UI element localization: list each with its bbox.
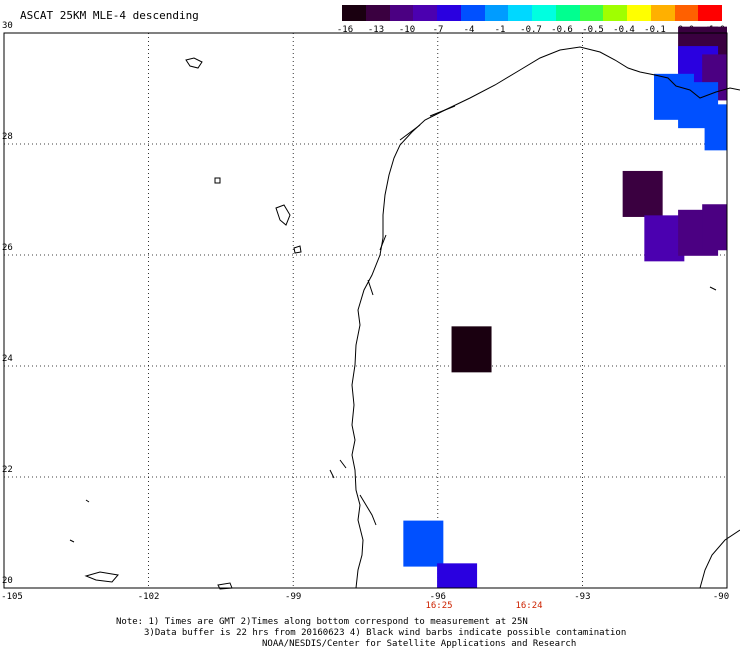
latitude-label: 26 [2, 243, 13, 253]
reef-marks [69, 286, 717, 543]
wind-data-cell [622, 170, 663, 217]
colorbar-tick-label: -0.7 [520, 25, 542, 35]
latitude-label: 24 [2, 354, 13, 364]
colorbar-tick-label: -13 [367, 25, 385, 35]
colorbar-tick-label: -0.4 [613, 25, 635, 35]
plot-frame [3, 32, 728, 589]
wind-data-cell [403, 520, 444, 567]
colorbar-swatch [389, 5, 414, 21]
longitude-label: -93 [574, 592, 591, 602]
texas-gulf-coastline [351, 46, 740, 589]
colorbar-swatch [508, 5, 532, 21]
wind-data-cell [704, 104, 727, 151]
colorbar-tick-label: -0.1 [644, 25, 666, 35]
note-line-3: NOAA/NESDIS/Center for Satellite Applica… [262, 639, 577, 649]
coastline [69, 46, 740, 590]
colorbar-swatch [579, 5, 604, 21]
colorbar-swatch [342, 5, 366, 21]
longitude-label: -96 [429, 592, 446, 602]
colorbar-swatch [532, 5, 556, 21]
longitude-label: -99 [285, 592, 302, 602]
colorbar [342, 5, 722, 21]
colorbar-swatch [603, 5, 627, 21]
colorbar-swatch [437, 5, 461, 21]
colorbar-swatch [555, 5, 580, 21]
longitude-label: -90 [712, 592, 730, 602]
colorbar-tick-label: -1 [494, 25, 506, 35]
longitude-label: -102 [137, 592, 160, 602]
longitude-label: -105 [1, 592, 23, 602]
lake-3 [84, 571, 119, 583]
colorbar-tick-label: -10 [398, 25, 416, 35]
colorbar-swatch [674, 5, 699, 21]
lake-2 [275, 204, 291, 226]
colorbar-swatch [365, 5, 390, 21]
wind-data-cell [702, 204, 727, 251]
latitude-label: 22 [2, 465, 13, 475]
lake-5 [293, 245, 302, 254]
yucatan-coastline [699, 529, 740, 589]
coastal-islands [359, 105, 456, 526]
colorbar-swatch [627, 5, 651, 21]
colorbar-tick-label: -0.5 [582, 25, 604, 35]
colorbar-tick-label: -7 [432, 25, 444, 35]
colorbar-tick-label: -4 [463, 25, 475, 35]
colorbar-swatch [413, 5, 437, 21]
pass-time-label: 16:25 [425, 601, 453, 611]
colorbar-swatch [650, 5, 675, 21]
colorbar-tick-label: -16 [336, 25, 354, 35]
note-line-1: Note: 1) Times are GMT 2)Times along bot… [116, 617, 528, 627]
latitude-label: 20 [2, 576, 13, 586]
wind-data-cell [644, 215, 685, 262]
colorbar-tick-label: -0.6 [551, 25, 573, 35]
colorbar-swatch [484, 5, 509, 21]
map-title: ASCAT 25KM MLE-4 descending [20, 9, 199, 22]
colorbar-swatch [698, 5, 722, 21]
data-cells [403, 26, 727, 588]
wind-data-cell [451, 326, 492, 373]
wind-data-cell [437, 563, 478, 588]
colorbar-swatch [460, 5, 485, 21]
latitude-label: 28 [2, 132, 13, 142]
latitude-label: 30 [2, 21, 13, 31]
note-line-2: 3)Data buffer is 22 hrs from 20160623 4)… [144, 628, 627, 638]
pass-time-label: 16:24 [515, 601, 543, 611]
lake-4 [214, 177, 221, 184]
lake-1 [185, 57, 203, 69]
